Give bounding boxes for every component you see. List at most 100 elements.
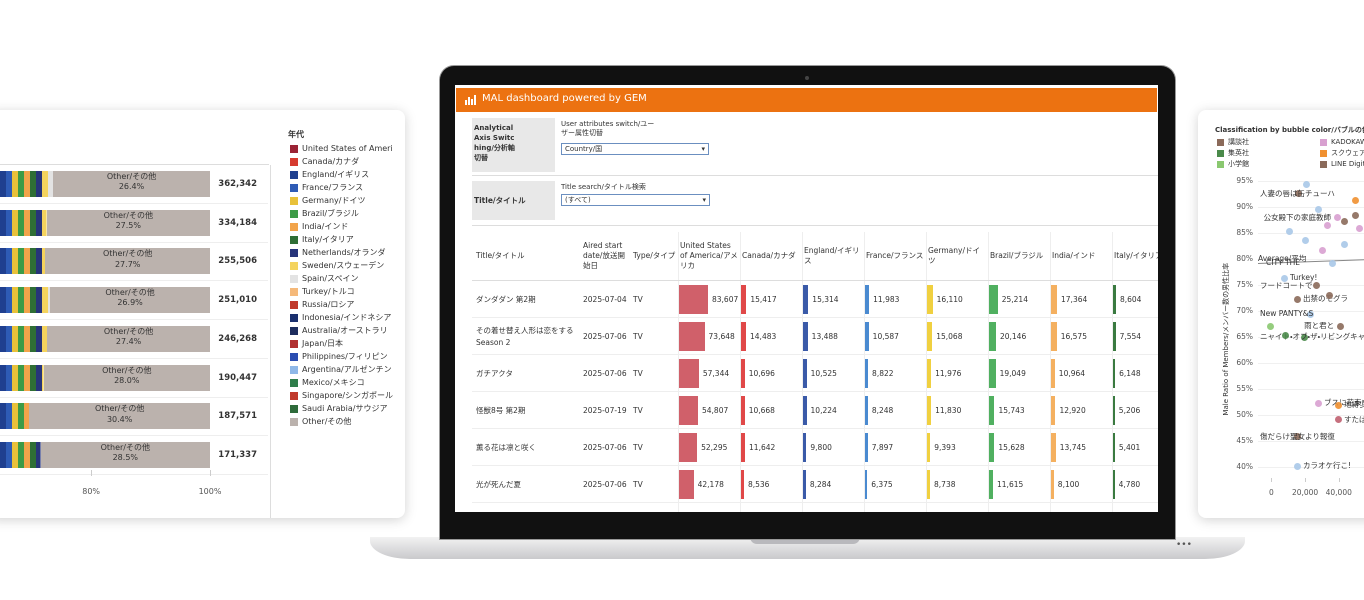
axis-label: Analytical Axis Switching/分析軸切替	[474, 124, 515, 163]
cell-date: 2025-07-06	[583, 480, 627, 489]
x-tick	[210, 470, 211, 476]
bar	[989, 433, 995, 462]
bubble	[1312, 282, 1320, 290]
bubble-label: フードコートで	[1260, 280, 1313, 290]
bar	[1113, 396, 1115, 425]
column-header: France/フランス	[866, 250, 924, 260]
control-label-box	[472, 118, 555, 172]
grid-line	[1258, 337, 1364, 339]
row-divider	[472, 428, 1158, 429]
bubble	[1293, 433, 1301, 441]
bar	[679, 322, 705, 351]
bar-label: 73,648	[708, 332, 735, 341]
bar	[865, 396, 868, 425]
bubble	[1293, 462, 1301, 470]
bar	[865, 433, 868, 462]
bar-label: 19,049	[999, 369, 1026, 378]
bubble-label: 出禁のモグラ	[1303, 294, 1348, 303]
bar	[927, 322, 933, 351]
legend-swatch	[290, 158, 298, 166]
segment-pct: 30.4%	[106, 414, 133, 424]
legend-swatch	[1217, 139, 1224, 146]
y-tick-label: 40%	[1236, 462, 1253, 472]
column-divider	[1050, 232, 1051, 512]
bar	[1051, 396, 1056, 425]
row-total: 171,337	[218, 449, 257, 460]
bar-label: 12,920	[1059, 406, 1086, 415]
bar-label: 10,587	[872, 332, 899, 341]
bubble	[1293, 295, 1301, 303]
segment-pct: 27.5%	[115, 221, 141, 231]
legend-swatch	[290, 353, 298, 361]
legend-label: 小学館	[1228, 160, 1249, 168]
stacked-segments	[0, 287, 51, 314]
stacked-segments	[0, 325, 48, 352]
cell-title: 怪獣8号 第2期	[476, 405, 526, 415]
segment-pct: 28.0%	[114, 375, 140, 385]
row-divider	[472, 502, 1158, 503]
column-divider	[802, 232, 803, 512]
grid-line	[1258, 284, 1364, 286]
y-axis-title: Male Ratio of Members/メンバー数の男性比率	[1221, 262, 1230, 416]
bubble-label: ブスに花束を	[1324, 398, 1364, 408]
bar-label: 54,807	[702, 406, 729, 415]
header-bar	[456, 88, 1157, 112]
cell-type: TV	[633, 443, 643, 452]
segment-pct: 26.9%	[117, 298, 143, 308]
legend-label: 講談社	[1228, 138, 1249, 146]
stacked-segments	[0, 364, 44, 391]
title-label: Title/タイトル	[474, 196, 526, 205]
x-tick-label: 40,000	[1325, 488, 1352, 497]
segment-pct: 28.5%	[112, 453, 139, 463]
legend-swatch	[290, 379, 298, 387]
bar	[741, 433, 746, 462]
legend-label: United States of Ameri	[302, 144, 393, 153]
legend-label: Australia/オーストラリ	[302, 326, 388, 335]
y-tick-label: 60%	[1236, 358, 1253, 368]
bar	[1113, 322, 1116, 351]
bar	[1051, 433, 1056, 462]
cell-date: 2025-07-06	[583, 332, 627, 341]
bar	[741, 285, 747, 314]
y-tick-label: 55%	[1236, 384, 1253, 394]
legend-label: Philippines/フィリピン	[302, 352, 388, 361]
bar	[989, 285, 998, 314]
legend-label: Japan/日本	[302, 339, 344, 348]
x-tick	[1271, 478, 1273, 482]
column-divider	[678, 232, 679, 512]
bubble-label: 人妻の唇は缶チューハ	[1260, 188, 1335, 198]
segment-name: Other/その他	[94, 404, 145, 414]
left-panel: 年代 United States of Ameri Canada/カナダ Engla…	[0, 110, 405, 518]
right-panel: Classification by bubble color/バブルの色による …	[1198, 110, 1364, 518]
user-attr-select[interactable]: Country/国	[561, 143, 709, 155]
bar	[1113, 470, 1115, 499]
cell-date: 2025-07-06	[583, 369, 627, 378]
bar-label: 8,248	[871, 406, 894, 415]
bubble	[1341, 241, 1349, 249]
title-search-select[interactable]: (すべて)	[561, 194, 710, 206]
bubble-label: 雨と君と	[1304, 321, 1335, 331]
row-divider	[472, 317, 1158, 318]
legend-label: Saudi Arabia/サウジア	[302, 404, 388, 413]
bar	[989, 396, 995, 425]
row-total: 187,571	[218, 411, 257, 422]
bubble	[1300, 333, 1308, 341]
camera	[805, 76, 809, 80]
row-divider	[0, 435, 268, 437]
bar-label: 52,295	[701, 443, 728, 452]
cell-type: TV	[633, 406, 643, 415]
bar-label: 16,110	[936, 295, 963, 304]
column-header: England/イギリス	[804, 245, 860, 265]
legend-swatch	[290, 327, 298, 335]
grid-line	[1258, 180, 1364, 182]
segment-pct: 27.7%	[114, 259, 141, 269]
x-tick-label: 20,000	[1291, 488, 1319, 497]
user-attr-label: User attributes switch/ユーザー属性切替	[561, 120, 655, 138]
legend-swatch	[290, 249, 298, 257]
y-tick-label: 75%	[1236, 279, 1253, 289]
y-tick-label: 70%	[1236, 305, 1253, 315]
y-tick-label: 90%	[1236, 201, 1253, 211]
legend-swatch	[1320, 139, 1327, 146]
x-tick-label: 80%	[82, 487, 101, 496]
segment-name: Other/その他	[103, 210, 153, 220]
